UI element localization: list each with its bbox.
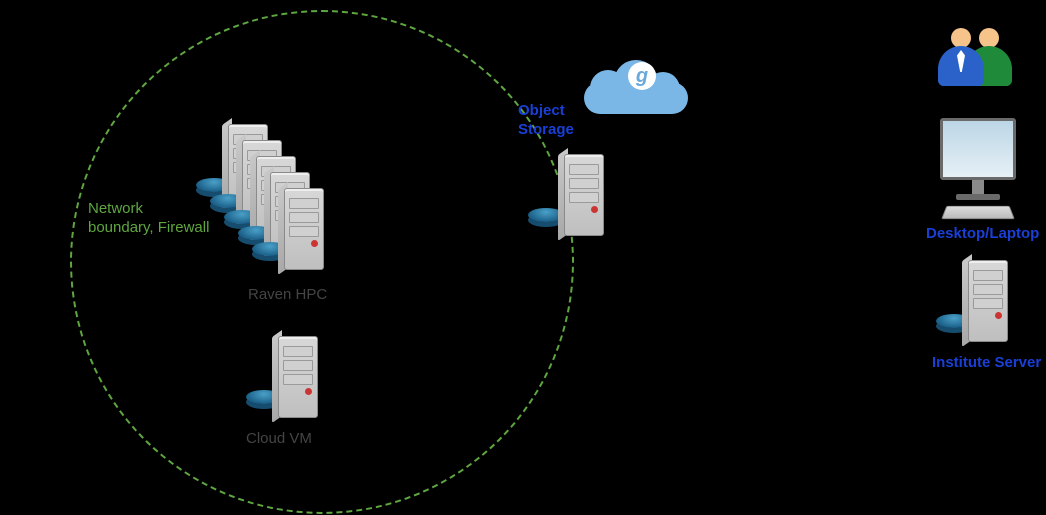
server-icon <box>278 184 322 272</box>
desktop-label: Desktop/Laptop <box>926 225 1039 244</box>
institute-server-label: Institute Server <box>932 354 1041 373</box>
object-storage-label: Object Storage <box>518 102 574 140</box>
globus-g-icon: g <box>628 62 656 90</box>
globus-cloud-icon: g <box>576 56 696 116</box>
users-icon <box>938 28 1018 92</box>
desktop-monitor-icon <box>940 118 1016 220</box>
boundary-label: Network boundary, Firewall <box>88 200 209 238</box>
cloud-vm-server-icon <box>272 332 316 420</box>
cloudvm-label: Cloud VM <box>246 430 312 449</box>
object-storage-server-icon <box>558 150 602 238</box>
raven-label: Raven HPC <box>248 286 327 305</box>
diagram-stage: { "canvas": { "width": 1046, "height": 5… <box>0 0 1046 515</box>
institute-server-icon <box>962 256 1006 344</box>
